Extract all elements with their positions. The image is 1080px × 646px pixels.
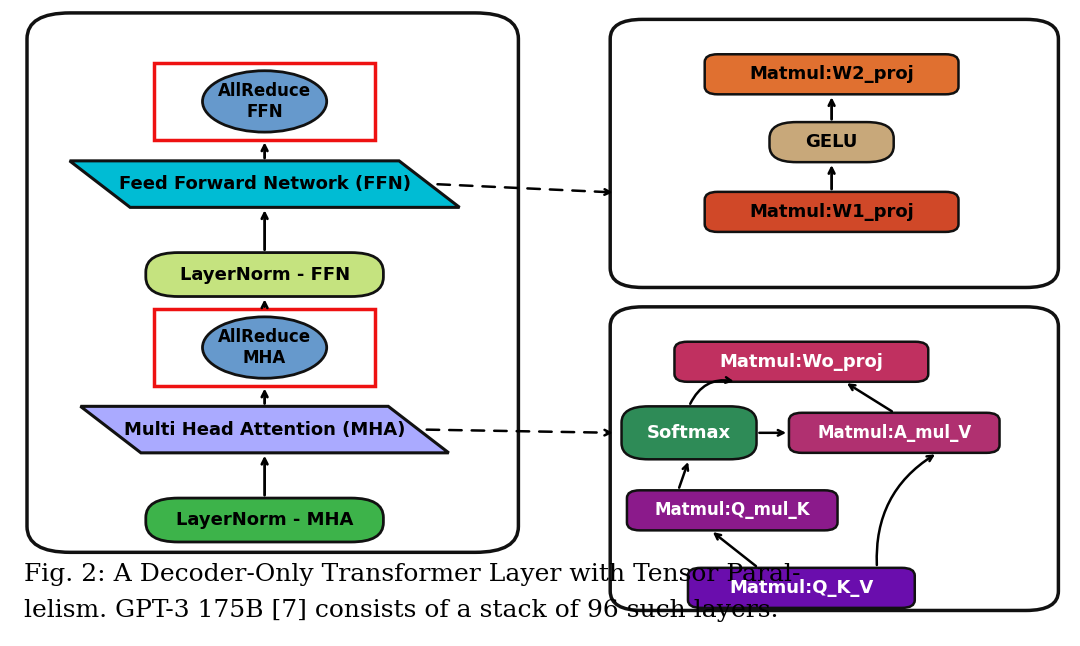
FancyBboxPatch shape xyxy=(627,490,838,530)
FancyBboxPatch shape xyxy=(705,54,959,94)
FancyBboxPatch shape xyxy=(788,413,1000,453)
Polygon shape xyxy=(69,161,460,207)
Text: AllReduce
FFN: AllReduce FFN xyxy=(218,82,311,121)
FancyBboxPatch shape xyxy=(146,498,383,542)
Text: Matmul:Q_K_V: Matmul:Q_K_V xyxy=(729,579,874,597)
Text: Matmul:A_mul_V: Matmul:A_mul_V xyxy=(818,424,971,442)
FancyBboxPatch shape xyxy=(146,253,383,297)
Text: Feed Forward Network (FFN): Feed Forward Network (FFN) xyxy=(119,175,410,193)
Text: Matmul:Q_mul_K: Matmul:Q_mul_K xyxy=(654,501,810,519)
Text: Softmax: Softmax xyxy=(647,424,731,442)
FancyBboxPatch shape xyxy=(27,13,518,552)
Text: Matmul:W2_proj: Matmul:W2_proj xyxy=(750,65,914,83)
Text: Fig. 2: A Decoder-Only Transformer Layer with Tensor Paral-: Fig. 2: A Decoder-Only Transformer Layer… xyxy=(24,563,800,587)
FancyBboxPatch shape xyxy=(674,342,929,382)
Text: LayerNorm - FFN: LayerNorm - FFN xyxy=(179,266,350,284)
Text: GELU: GELU xyxy=(806,133,858,151)
FancyBboxPatch shape xyxy=(610,307,1058,610)
Text: AllReduce
MHA: AllReduce MHA xyxy=(218,328,311,367)
FancyBboxPatch shape xyxy=(688,568,915,608)
FancyBboxPatch shape xyxy=(705,192,959,232)
Text: LayerNorm - MHA: LayerNorm - MHA xyxy=(176,511,353,529)
Text: Matmul:W1_proj: Matmul:W1_proj xyxy=(750,203,914,221)
Ellipse shape xyxy=(202,71,327,132)
Text: Multi Head Attention (MHA): Multi Head Attention (MHA) xyxy=(124,421,405,439)
Text: Matmul:Wo_proj: Matmul:Wo_proj xyxy=(719,353,883,371)
Bar xyxy=(154,309,376,386)
Text: lelism. GPT-3 175B [7] consists of a stack of 96 such layers.: lelism. GPT-3 175B [7] consists of a sta… xyxy=(24,599,779,623)
FancyBboxPatch shape xyxy=(769,122,894,162)
Ellipse shape xyxy=(202,317,327,378)
Polygon shape xyxy=(81,406,449,453)
FancyBboxPatch shape xyxy=(610,19,1058,287)
Bar xyxy=(154,63,376,140)
FancyBboxPatch shape xyxy=(622,406,756,459)
